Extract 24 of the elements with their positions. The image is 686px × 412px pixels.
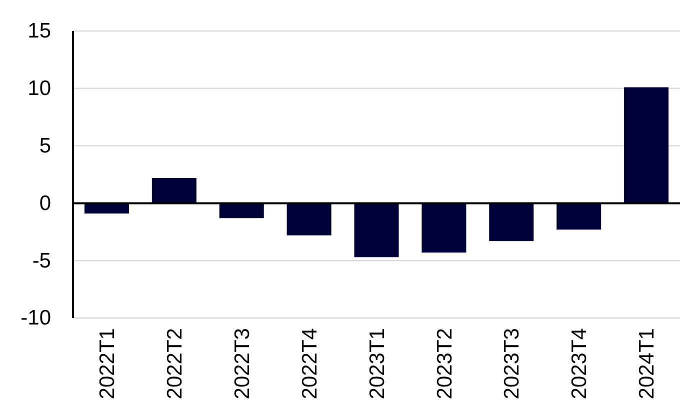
y-tick-label: 15 xyxy=(28,20,51,43)
bar xyxy=(489,203,534,242)
bar xyxy=(152,178,196,204)
bar xyxy=(354,203,399,258)
x-tick-label: 2022T2 xyxy=(164,328,187,400)
y-tick-label: 0 xyxy=(39,192,51,215)
y-tick-label: -10 xyxy=(20,306,51,330)
x-tick-label: 2022T3 xyxy=(230,328,254,400)
x-tick-label: 2023T3 xyxy=(500,328,524,400)
bar xyxy=(286,203,332,236)
bar xyxy=(556,203,602,230)
bar xyxy=(219,203,264,218)
x-tick-label: 2023T4 xyxy=(568,328,592,400)
y-tick-label: -5 xyxy=(32,249,51,272)
x-tick-label: 2022T1 xyxy=(96,328,120,400)
x-tick-label: 2023T2 xyxy=(433,328,456,400)
x-tick-label: 2024T1 xyxy=(636,328,659,400)
x-tick-label: 2023T1 xyxy=(366,328,389,400)
y-tick-label: 10 xyxy=(28,77,51,100)
y-tick-label: 5 xyxy=(39,134,51,158)
bar xyxy=(422,203,466,253)
bar xyxy=(84,203,129,214)
bar xyxy=(624,87,669,204)
x-tick-label: 2022T4 xyxy=(298,328,322,400)
